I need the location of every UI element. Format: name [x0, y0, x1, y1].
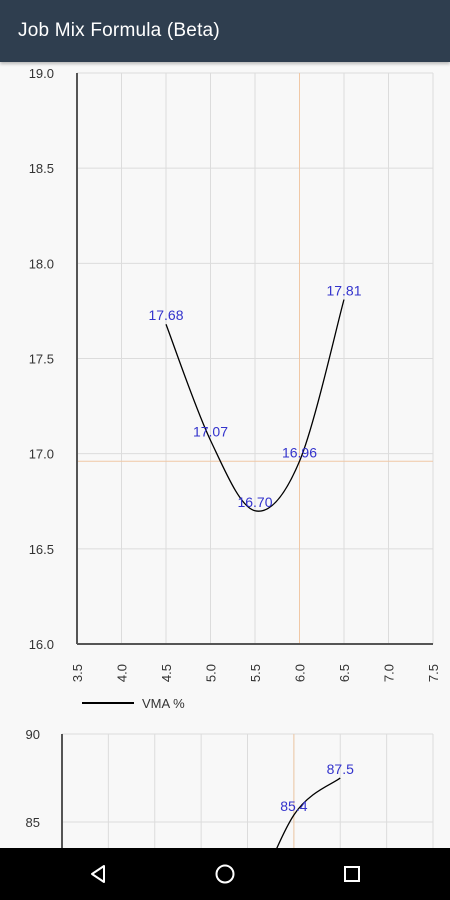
data-label: 16.70: [237, 494, 272, 510]
x-tick-label: 4.0: [115, 664, 130, 682]
x-tick-label: 6.5: [337, 664, 352, 682]
legend-label: VMA %: [142, 696, 185, 711]
vma-chart: 3.5 4.0 4.5 5.0 5.5 6.0 6.5 7.0 7.5 16.0 16.5 17.0 1…: [29, 66, 441, 711]
y-tick-label: 19.0: [29, 66, 54, 81]
recents-button[interactable]: [317, 848, 387, 900]
x-tick-label: 4.5: [159, 664, 174, 682]
x-tick-label: 7.0: [382, 664, 397, 682]
x-tick-label: 6.0: [293, 664, 308, 682]
page-title: Job Mix Formula (Beta): [18, 20, 220, 41]
y-tick-label: 16.5: [29, 542, 54, 557]
series-line: [276, 777, 341, 848]
data-label: 17.68: [148, 307, 183, 323]
data-label: 85.4: [280, 798, 307, 814]
x-tick-label: 5.0: [204, 664, 219, 682]
data-label: 16.96: [282, 444, 317, 460]
y-tick-label: 17.5: [29, 352, 54, 367]
y-tick-label: 18.0: [29, 256, 54, 271]
y-tick-label: 16.0: [29, 637, 54, 652]
data-label: 87.5: [327, 761, 354, 777]
home-button[interactable]: [190, 848, 260, 900]
app-bar: Job Mix Formula (Beta): [0, 0, 450, 62]
back-button[interactable]: [64, 848, 134, 900]
series-line-vma: [165, 299, 345, 512]
data-label: 17.07: [193, 423, 228, 439]
y-tick-label: 17.0: [29, 447, 54, 462]
home-icon: [215, 864, 235, 884]
x-tick-label: 5.5: [248, 664, 263, 682]
x-tick-label: 7.5: [426, 664, 441, 682]
y-tick-label: 90: [26, 727, 40, 742]
y-tick-label: 18.5: [29, 161, 54, 176]
y-tick-label: 85: [26, 815, 40, 830]
x-tick-label: 3.5: [70, 664, 85, 682]
second-chart: 85 90 85.4 87.5: [26, 727, 434, 848]
data-label: 17.81: [326, 282, 361, 298]
back-icon: [91, 865, 105, 883]
navigation-bar: [0, 848, 450, 900]
recents-icon: [344, 866, 360, 882]
